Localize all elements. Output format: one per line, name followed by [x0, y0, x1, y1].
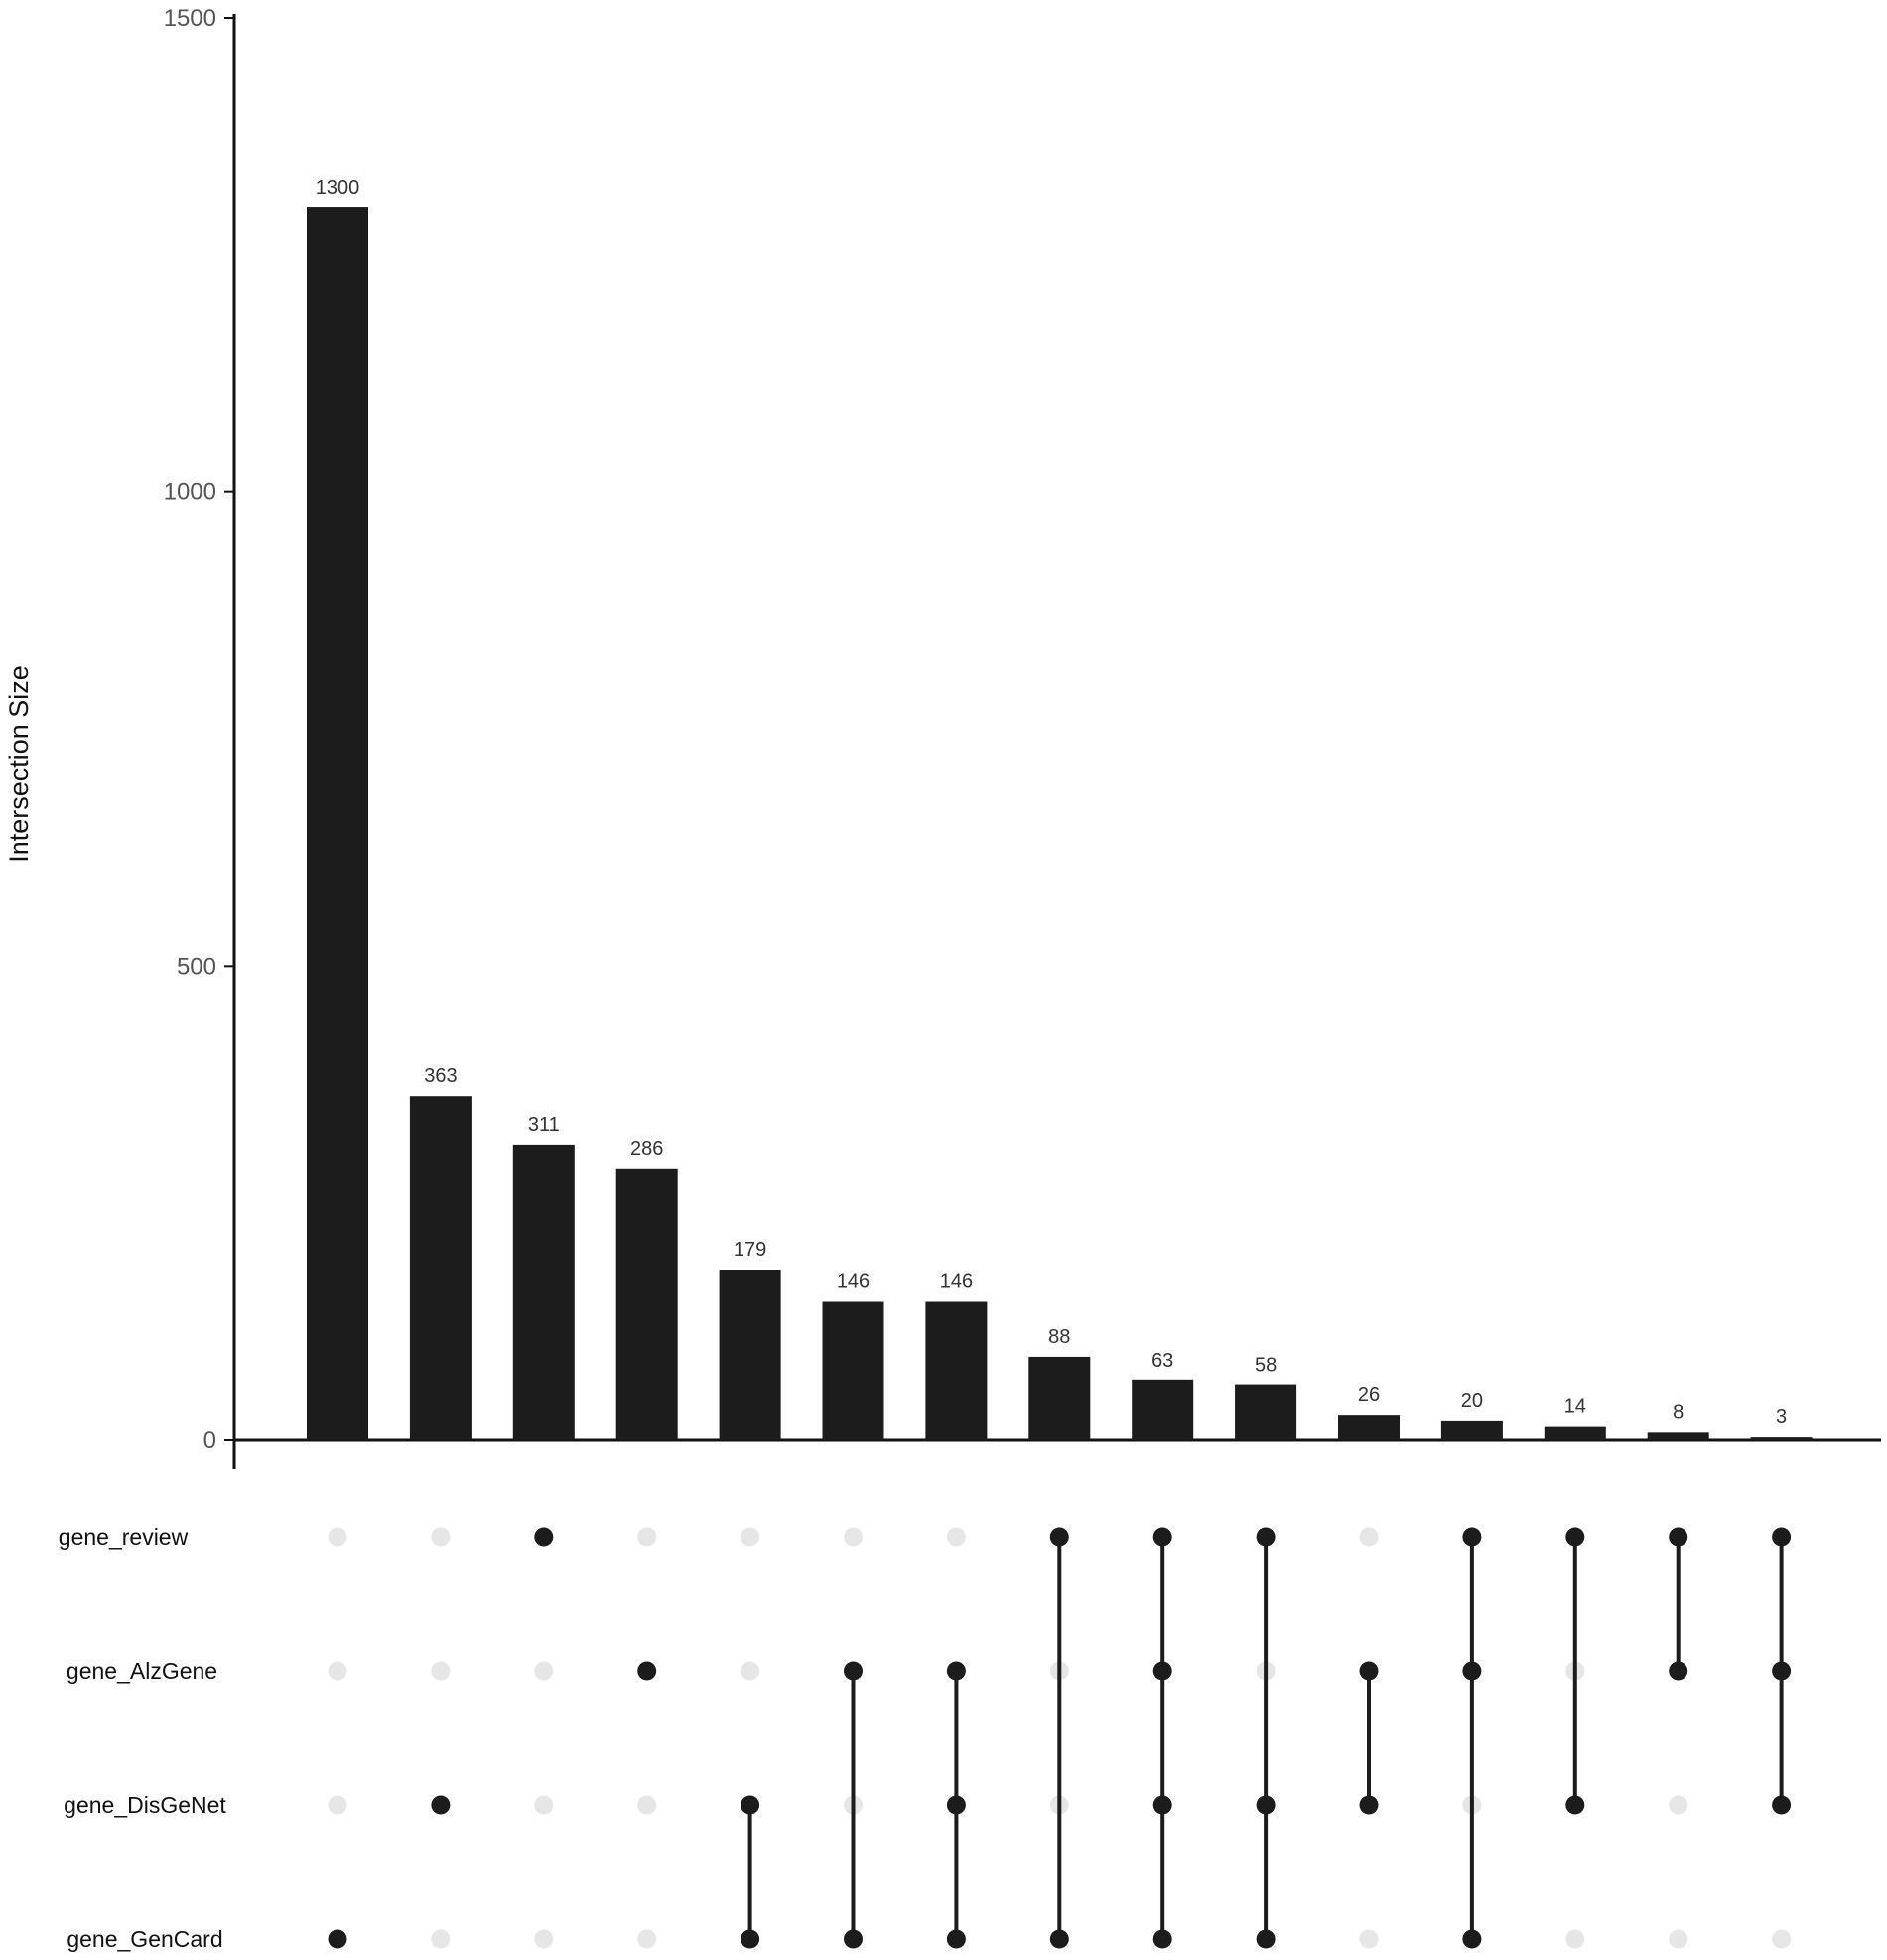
matrix-dot-inactive	[637, 1929, 657, 1949]
matrix-dot-active	[1359, 1795, 1379, 1815]
matrix-dot-active	[1049, 1929, 1069, 1949]
y-tick-label: 1000	[164, 479, 216, 506]
bar-value-label: 311	[528, 1114, 560, 1136]
matrix-dot-active	[1669, 1527, 1688, 1547]
matrix-dot-active	[1256, 1929, 1276, 1949]
intersection-bar	[512, 1144, 575, 1440]
intersection-bar	[1338, 1415, 1400, 1440]
matrix-dot-active	[1152, 1661, 1172, 1681]
matrix-dot-inactive	[1359, 1929, 1379, 1949]
matrix-dot-inactive	[431, 1661, 451, 1681]
set-label: gene_review	[59, 1524, 189, 1550]
intersection-bar	[1440, 1420, 1503, 1440]
matrix-dot-inactive	[844, 1527, 863, 1547]
bar-value-label: 14	[1564, 1396, 1586, 1418]
bar-value-label: 179	[734, 1240, 766, 1261]
matrix-dot-active	[1152, 1929, 1172, 1949]
matrix-dot-active	[1565, 1527, 1585, 1547]
matrix-dot-active	[1462, 1527, 1482, 1547]
matrix-dot-active	[1669, 1661, 1688, 1681]
bar-value-label: 26	[1358, 1384, 1380, 1406]
matrix-dot-inactive	[534, 1661, 554, 1681]
matrix-dot-inactive	[741, 1527, 760, 1547]
matrix-dot-inactive	[1359, 1527, 1379, 1547]
intersection-bar	[925, 1301, 988, 1440]
y-axis-title: Intersection Size	[4, 665, 34, 863]
intersection-bar	[1750, 1437, 1813, 1440]
matrix-dot-active	[328, 1929, 347, 1949]
matrix-dot-inactive	[741, 1661, 760, 1681]
bar-value-label: 63	[1151, 1350, 1173, 1372]
intersection-bar	[1028, 1356, 1091, 1440]
matrix-dot-inactive	[1772, 1929, 1792, 1949]
y-tick-label: 0	[203, 1427, 216, 1454]
matrix-dot-active	[1152, 1795, 1172, 1815]
intersection-bar	[307, 207, 368, 1441]
intersection-bar	[1132, 1379, 1194, 1440]
matrix-dot-active	[1256, 1527, 1276, 1547]
matrix-dot-active	[1462, 1929, 1482, 1949]
matrix-dot-active	[946, 1661, 966, 1681]
bar-value-label: 3	[1776, 1406, 1787, 1428]
bar-value-label: 8	[1673, 1401, 1684, 1423]
matrix-dot-active	[741, 1795, 760, 1815]
bar-value-label: 363	[424, 1065, 457, 1087]
matrix-dot-active	[1049, 1527, 1069, 1547]
intersection-bar	[615, 1168, 678, 1440]
bar-value-labels: 1300 363 311 286 179 146 146 88 63 58 26 20 14 8 3	[316, 177, 1787, 1428]
matrix-dot-active	[1772, 1795, 1792, 1815]
matrix-dot-active	[1772, 1527, 1792, 1547]
set-label: gene_AlzGene	[67, 1658, 217, 1684]
intersection-bar	[719, 1269, 781, 1440]
matrix-dot-inactive	[328, 1661, 347, 1681]
y-tick-label: 500	[177, 953, 216, 980]
matrix-dot-inactive	[637, 1527, 657, 1547]
set-label: gene_GenCard	[67, 1926, 222, 1952]
set-labels: gene_review gene_AlzGene gene_DisGeNetgene…	[59, 1524, 227, 1952]
matrix-dot-active	[1359, 1661, 1379, 1681]
intersection-bar	[822, 1301, 884, 1440]
matrix-dot-inactive	[431, 1929, 451, 1949]
set-label: gene_DisGeNet	[64, 1792, 226, 1818]
matrix-dot-active	[534, 1527, 554, 1547]
intersection-bars	[307, 207, 1813, 1441]
matrix-dot-inactive	[328, 1527, 347, 1547]
matrix-dot-active	[844, 1661, 863, 1681]
bar-value-label: 146	[837, 1271, 870, 1293]
matrix-dot-active	[431, 1795, 451, 1815]
matrix-dot-active	[637, 1661, 657, 1681]
bar-value-label: 58	[1255, 1355, 1277, 1376]
matrix-dot-inactive	[1669, 1795, 1688, 1815]
matrix-dot-active	[1772, 1661, 1792, 1681]
matrix-dot-inactive	[1565, 1929, 1585, 1949]
bar-value-label: 146	[940, 1271, 973, 1293]
matrix-dot-inactive	[328, 1795, 347, 1815]
matrix-dot-active	[844, 1929, 863, 1949]
bar-value-label: 1300	[316, 177, 360, 198]
matrix-dot-inactive	[534, 1795, 554, 1815]
matrix-dot-active	[1462, 1661, 1482, 1681]
intersection-bar	[409, 1096, 472, 1440]
matrix-dot-inactive	[534, 1929, 554, 1949]
intersection-bar	[1235, 1384, 1297, 1440]
bar-value-label: 286	[630, 1138, 663, 1160]
matrix-dot-active	[946, 1795, 966, 1815]
matrix-dot-inactive	[431, 1527, 451, 1547]
matrix-dot-inactive	[637, 1795, 657, 1815]
matrix-dot-active	[741, 1929, 760, 1949]
bar-value-label: 88	[1048, 1326, 1070, 1348]
y-axis: 0 500 1000 1500	[164, 5, 1881, 1469]
matrix-dot-inactive	[946, 1527, 966, 1547]
matrix-dot-active	[1565, 1795, 1585, 1815]
bar-value-label: 20	[1461, 1390, 1483, 1412]
intersection-bar	[1647, 1432, 1709, 1440]
matrix-dot-active	[1256, 1795, 1276, 1815]
intersection-matrix	[328, 1527, 1792, 1949]
matrix-dot-active	[1152, 1527, 1172, 1547]
intersection-bar	[1544, 1426, 1606, 1440]
matrix-dot-inactive	[1669, 1929, 1688, 1949]
y-tick-label: 1500	[164, 5, 216, 32]
matrix-dot-active	[946, 1929, 966, 1949]
